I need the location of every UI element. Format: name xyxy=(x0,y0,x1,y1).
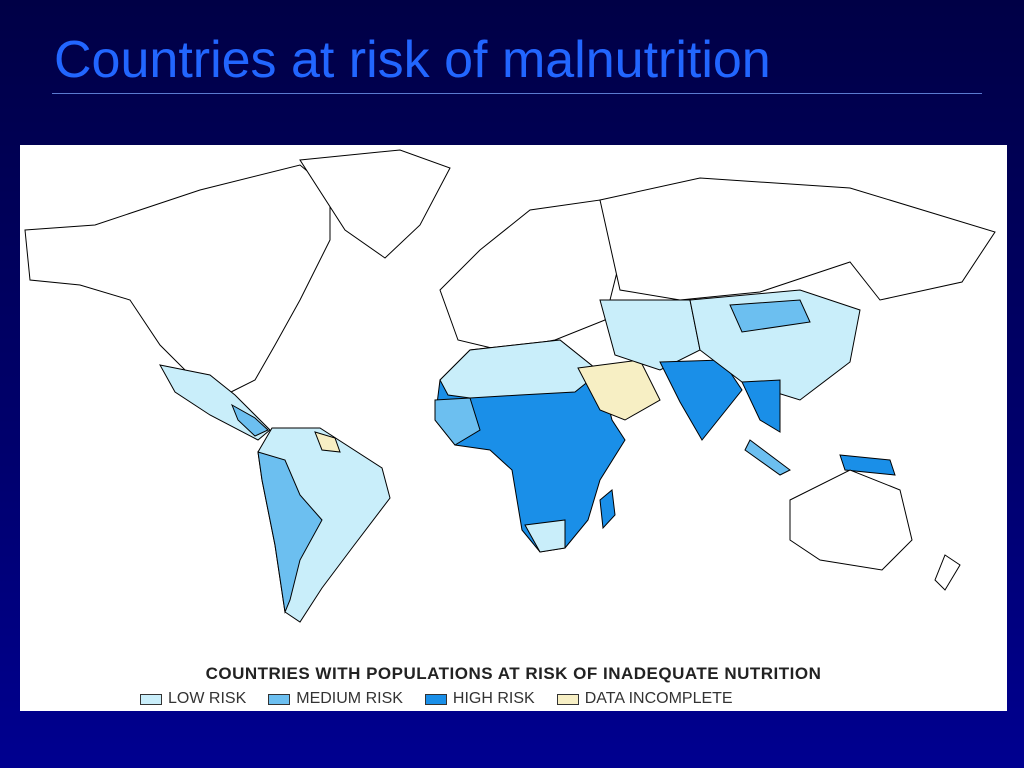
india xyxy=(659,359,743,441)
legend-label: MEDIUM RISK xyxy=(296,690,403,707)
mongolia xyxy=(729,299,811,333)
russia xyxy=(599,177,996,301)
legend-swatch xyxy=(424,693,447,705)
north-america xyxy=(24,164,331,396)
southeast-asia xyxy=(741,379,781,433)
legend-item: LOW RISK xyxy=(140,690,246,708)
legend-item: DATA INCOMPLETE xyxy=(556,690,733,708)
southern-africa xyxy=(524,519,566,553)
new-zealand xyxy=(934,554,961,591)
andes xyxy=(257,451,323,614)
legend-swatch xyxy=(556,693,579,705)
world-map: COUNTRIES WITH POPULATIONS AT RISK OF IN… xyxy=(20,145,1007,711)
middle-east xyxy=(577,359,661,421)
indonesia-east xyxy=(839,454,896,476)
legend-item: HIGH RISK xyxy=(424,690,535,708)
legend-title: COUNTRIES WITH POPULATIONS AT RISK OF IN… xyxy=(205,664,822,683)
australia xyxy=(789,469,913,571)
legend-label: DATA INCOMPLETE xyxy=(584,690,733,707)
legend-item: MEDIUM RISK xyxy=(268,690,403,708)
legend-swatch xyxy=(268,693,291,705)
indonesia-west xyxy=(744,439,791,476)
guianas xyxy=(314,431,341,453)
madagascar xyxy=(599,489,616,530)
europe xyxy=(439,199,621,351)
north-africa xyxy=(439,339,601,399)
legend-swatch xyxy=(140,693,162,705)
central-asia xyxy=(599,299,701,371)
slide-title: Countries at risk of malnutrition xyxy=(54,31,771,89)
central-america xyxy=(231,403,269,437)
legend: LOW RISK MEDIUM RISK HIGH RISK DATA INCOMPL… xyxy=(140,690,733,708)
map-drawing xyxy=(24,149,996,623)
greenland xyxy=(299,149,451,259)
legend-label: LOW RISK xyxy=(168,690,247,707)
title-rule xyxy=(52,93,982,94)
china xyxy=(689,289,861,401)
west-africa xyxy=(434,397,481,446)
legend-label: HIGH RISK xyxy=(452,690,535,707)
